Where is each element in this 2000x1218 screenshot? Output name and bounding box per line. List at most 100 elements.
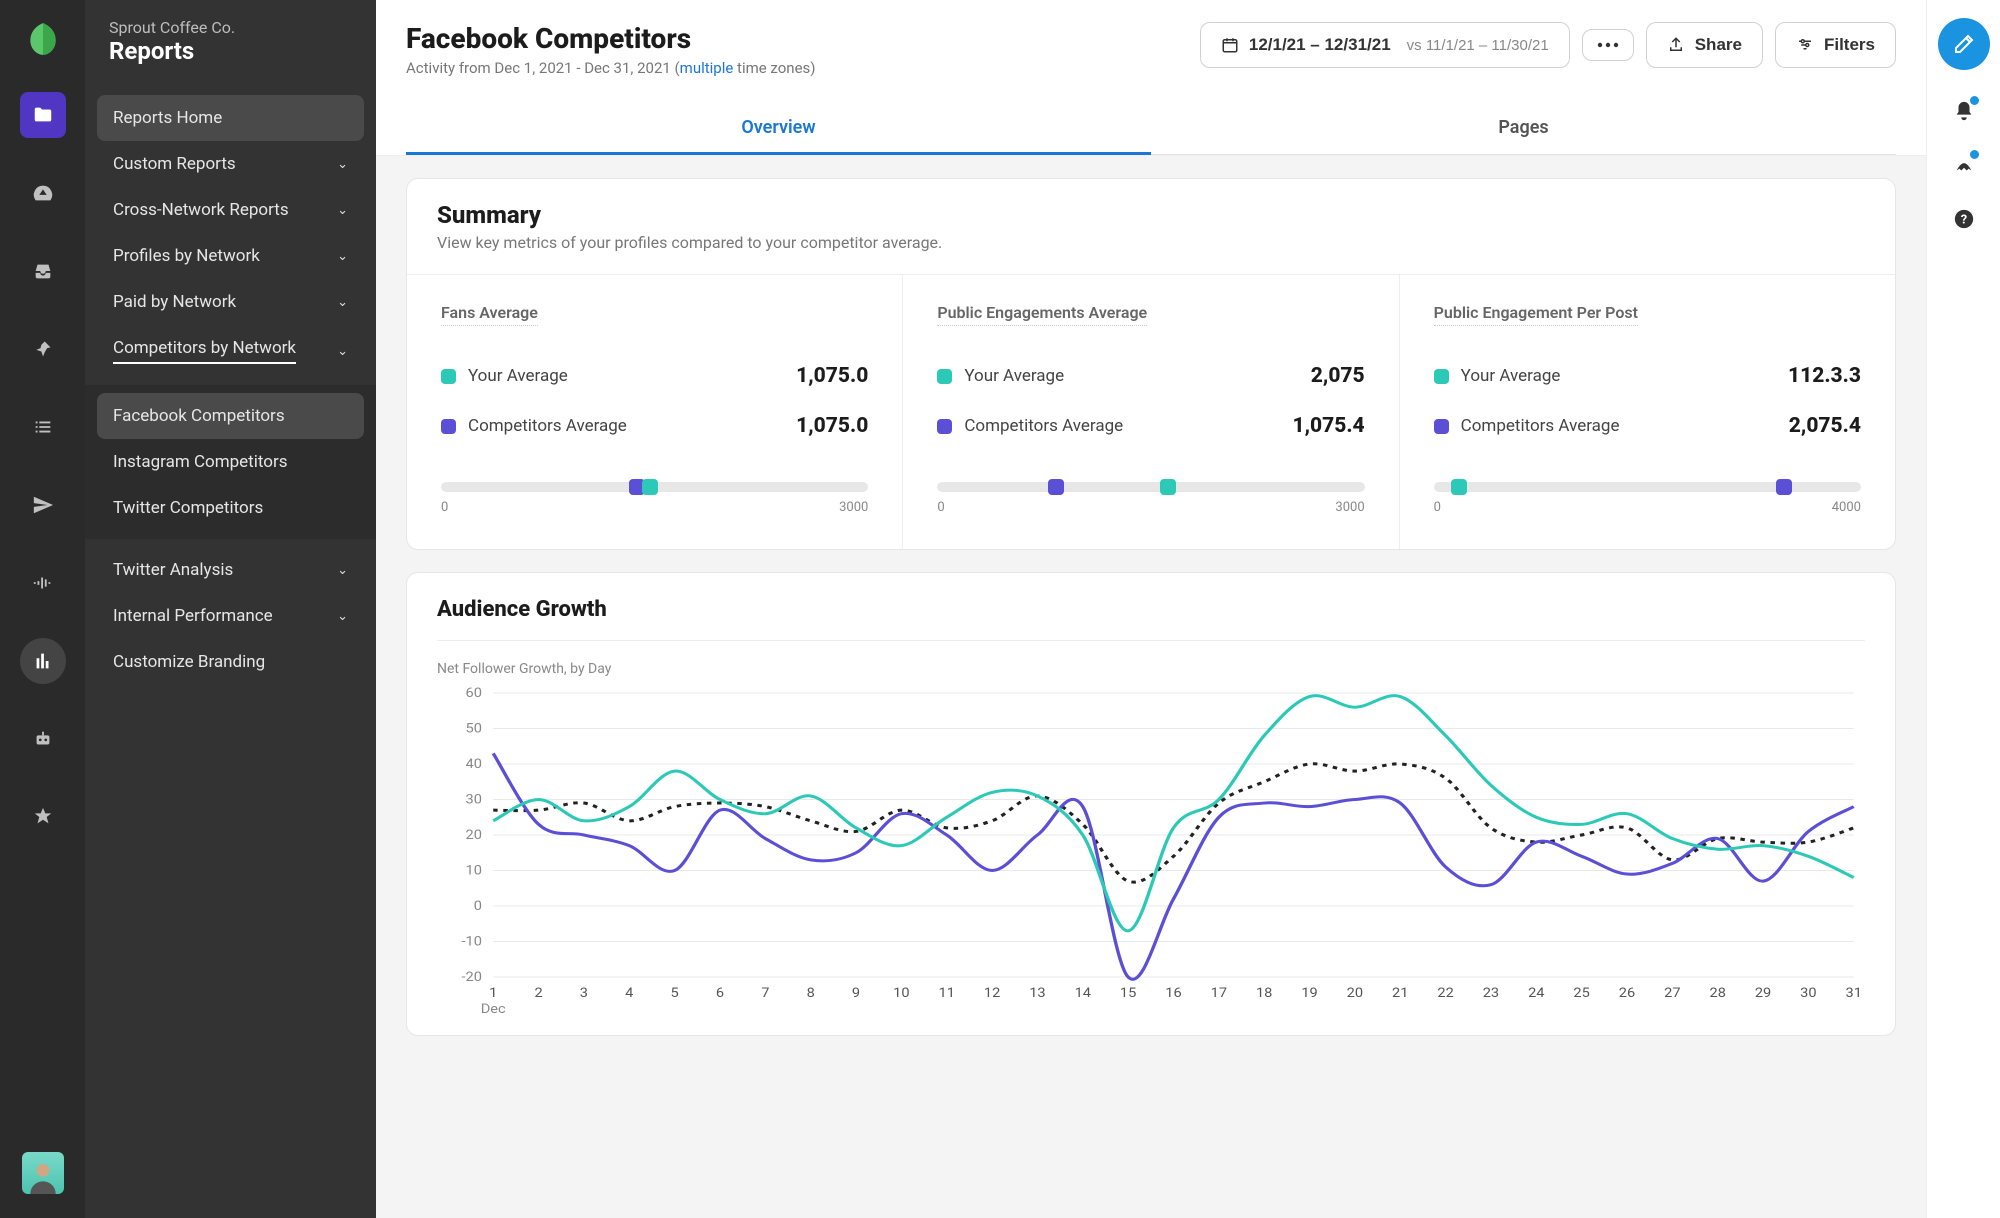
svg-text:20: 20 [466, 828, 482, 843]
metric-your-value: 1,075.0 [796, 364, 868, 388]
rail-star-icon[interactable] [20, 794, 66, 840]
range-marker-your [1160, 479, 1176, 495]
tab-pages[interactable]: Pages [1151, 103, 1896, 155]
metric-column: Fans Average Your Average 1,075.0 Compet… [407, 275, 902, 549]
notifications-icon[interactable] [1951, 98, 1977, 124]
filters-label: Filters [1824, 35, 1875, 55]
help-icon[interactable]: ? [1951, 206, 1977, 232]
sidebar-subitem-instagram[interactable]: Instagram Competitors [97, 439, 364, 485]
range-max: 3000 [839, 500, 868, 515]
svg-text:28: 28 [1709, 986, 1726, 1001]
filters-button[interactable]: Filters [1775, 22, 1896, 68]
svg-text:25: 25 [1573, 986, 1590, 1001]
chevron-down-icon: ⌄ [337, 344, 348, 359]
range-min: 0 [937, 500, 944, 515]
metric-title: Public Engagement Per Post [1434, 303, 1638, 326]
svg-text:?: ? [1960, 213, 1966, 228]
svg-text:0: 0 [474, 899, 482, 914]
tabs: Overview Pages [406, 103, 1896, 155]
growth-subtitle: Net Follower Growth, by Day [437, 661, 1865, 677]
summary-title: Summary [437, 201, 1865, 229]
svg-text:20: 20 [1347, 986, 1363, 1001]
timezones-link[interactable]: multiple [680, 59, 734, 77]
svg-text:10: 10 [466, 863, 482, 878]
range-min: 0 [1434, 500, 1441, 515]
user-avatar[interactable] [22, 1152, 64, 1194]
sidebar-item-label: Competitors by Network [113, 338, 296, 364]
metric-your-label: Your Average [1434, 366, 1561, 386]
date-compare: vs 11/1/21 – 11/30/21 [1407, 37, 1549, 54]
sidebar-item-profiles-network[interactable]: Profiles by Network ⌄ [97, 233, 364, 279]
svg-text:30: 30 [466, 792, 482, 807]
range-marker-your [1451, 479, 1467, 495]
rail-chart-icon[interactable] [20, 638, 66, 684]
range-max: 4000 [1832, 500, 1861, 515]
svg-text:11: 11 [939, 986, 955, 1001]
svg-text:15: 15 [1120, 986, 1137, 1001]
svg-text:23: 23 [1483, 986, 1499, 1001]
svg-text:2: 2 [534, 986, 542, 1001]
range-min: 0 [441, 500, 448, 515]
calendar-icon [1221, 36, 1239, 54]
svg-text:10: 10 [893, 986, 909, 1001]
notification-dot [1970, 96, 1979, 105]
compose-button[interactable] [1938, 18, 1990, 70]
range-marker-your [642, 479, 658, 495]
rail-inbox-icon[interactable] [20, 248, 66, 294]
rail-list-icon[interactable] [20, 404, 66, 450]
svg-text:18: 18 [1256, 986, 1273, 1001]
chevron-down-icon: ⌄ [337, 563, 348, 578]
sidebar-subitem-facebook[interactable]: Facebook Competitors [97, 393, 364, 439]
date-range-button[interactable]: 12/1/21 – 12/31/21 vs 11/1/21 – 11/30/21 [1200, 22, 1570, 68]
sidebar-item-customize-branding[interactable]: Customize Branding [97, 639, 364, 685]
sidebar-item-label: Instagram Competitors [113, 452, 288, 472]
rail-audio-icon[interactable] [20, 560, 66, 606]
sidebar: Sprout Coffee Co. Reports Reports Home C… [85, 0, 376, 1218]
svg-text:22: 22 [1437, 986, 1454, 1001]
chevron-down-icon: ⌄ [337, 609, 348, 624]
page-title: Facebook Competitors [406, 22, 816, 55]
more-button[interactable] [1582, 29, 1634, 61]
tab-overview[interactable]: Overview [406, 103, 1151, 155]
chevron-down-icon: ⌄ [337, 157, 348, 172]
rail-send-icon[interactable] [20, 482, 66, 528]
rail-pin-icon[interactable] [20, 326, 66, 372]
sidebar-item-custom-reports[interactable]: Custom Reports ⌄ [97, 141, 364, 187]
rail-gauge-icon[interactable] [20, 170, 66, 216]
main-header: Facebook Competitors Activity from Dec 1… [376, 0, 1926, 156]
chevron-down-icon: ⌄ [337, 203, 348, 218]
activity-icon[interactable] [1951, 152, 1977, 178]
svg-text:13: 13 [1029, 986, 1045, 1001]
growth-card: Audience Growth Net Follower Growth, by … [406, 572, 1896, 1036]
sidebar-item-twitter-analysis[interactable]: Twitter Analysis ⌄ [97, 547, 364, 593]
metric-comp-label: Competitors Average [441, 416, 627, 436]
metric-your-label: Your Average [937, 366, 1064, 386]
sidebar-item-label: Internal Performance [113, 606, 273, 626]
sidebar-item-reports-home[interactable]: Reports Home [97, 95, 364, 141]
growth-chart: -20-100102030405060123456789101112131415… [437, 683, 1865, 1023]
summary-desc: View key metrics of your profiles compar… [437, 233, 1865, 252]
sidebar-subitem-twitter[interactable]: Twitter Competitors [97, 485, 364, 531]
sidebar-item-competitors-network[interactable]: Competitors by Network ⌄ [97, 325, 364, 377]
rail-bot-icon[interactable] [20, 716, 66, 762]
share-icon [1667, 36, 1685, 54]
metric-title: Public Engagements Average [937, 303, 1147, 326]
rail-folder-icon[interactable] [20, 92, 66, 138]
svg-text:26: 26 [1619, 986, 1636, 1001]
svg-text:19: 19 [1301, 986, 1317, 1001]
sidebar-item-cross-network[interactable]: Cross-Network Reports ⌄ [97, 187, 364, 233]
svg-text:27: 27 [1664, 986, 1681, 1001]
svg-text:4: 4 [625, 986, 633, 1001]
share-button[interactable]: Share [1646, 22, 1763, 68]
brand-logo [22, 18, 64, 60]
sidebar-item-internal-performance[interactable]: Internal Performance ⌄ [97, 593, 364, 639]
svg-text:17: 17 [1211, 986, 1228, 1001]
svg-text:9: 9 [852, 986, 860, 1001]
metric-your-value: 2,075 [1311, 364, 1365, 388]
sidebar-item-label: Facebook Competitors [113, 406, 285, 426]
sidebar-item-paid-network[interactable]: Paid by Network ⌄ [97, 279, 364, 325]
range-marker-comp [1776, 479, 1792, 495]
metric-your-label: Your Average [441, 366, 568, 386]
date-primary: 12/1/21 – 12/31/21 [1249, 35, 1391, 55]
svg-text:Dec: Dec [481, 1002, 506, 1017]
